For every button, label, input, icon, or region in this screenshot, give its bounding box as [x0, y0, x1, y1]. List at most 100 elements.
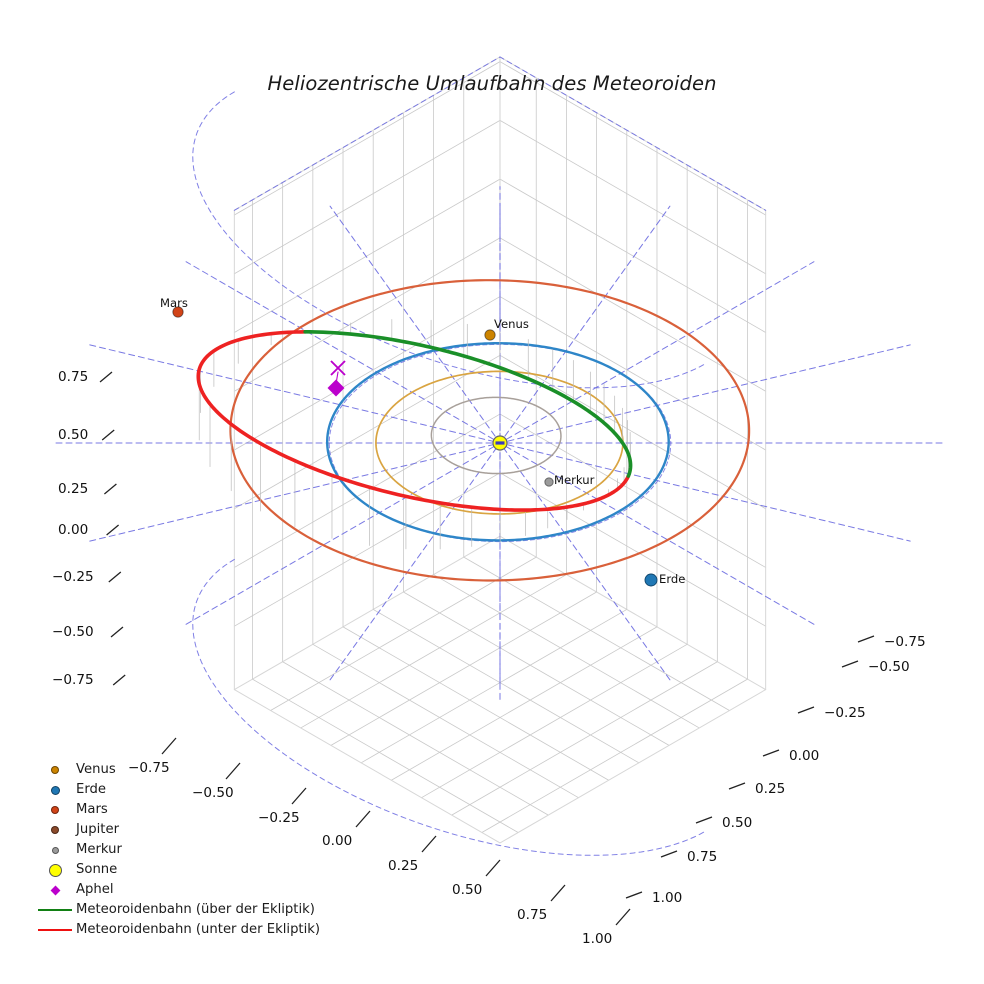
legend-item-label: Jupiter	[76, 822, 119, 838]
x-axis-tick-label: −0.75	[128, 760, 170, 776]
grid-line-right-pane	[233, 237, 501, 392]
grid-line-left-pane	[499, 61, 767, 216]
z-axis-tick	[695, 816, 713, 824]
legend-item-label: Aphel	[76, 882, 114, 898]
grid-line-left-pane	[499, 119, 767, 275]
x-axis-tick-label: −0.50	[192, 785, 234, 801]
y-axis-tick	[112, 674, 126, 686]
grid-line-left-pane	[499, 354, 767, 510]
x-axis-tick	[421, 835, 437, 853]
sonne-core-icon	[495, 441, 505, 445]
grid-line-floor	[403, 591, 670, 746]
grid-line-left-pane	[499, 178, 767, 333]
z-axis-tick-label: 1.00	[652, 890, 683, 906]
y-axis-tick	[108, 571, 122, 583]
legend-item: Venus	[34, 760, 364, 780]
z-axis-tick-label: 0.00	[789, 748, 820, 764]
legend-item: Mars	[34, 800, 364, 820]
y-axis-tick-label: −0.75	[52, 672, 94, 688]
grid-line-floor	[312, 643, 579, 799]
grid-line-right-pane	[233, 61, 501, 216]
x-axis-tick-label: 1.00	[582, 931, 613, 947]
erde-body-marker	[644, 573, 658, 587]
meteoroid-orbit-below	[596, 474, 631, 502]
legend-item: Meteoroidenbahn (über der Ekliptik)	[34, 900, 364, 920]
grid-line-floor	[481, 678, 748, 833]
z-axis-tick-label: −0.75	[884, 634, 926, 650]
mars-marker-icon	[34, 806, 76, 814]
x-axis-tick	[161, 737, 177, 755]
merkur-marker-icon	[34, 846, 76, 854]
grid-line-floor	[300, 574, 567, 729]
y-axis-tick-label: 0.25	[58, 481, 89, 497]
x-axis-tick	[615, 908, 631, 926]
body-label-merkur: Merkur	[554, 473, 595, 487]
z-axis-tick-label: 0.25	[755, 781, 786, 797]
meteoroid-orbit-below	[196, 330, 601, 512]
sonne-marker-icon	[34, 863, 76, 877]
grid-line-right-pane	[233, 472, 501, 627]
aphel-x-icon	[330, 360, 346, 376]
grid-line-floor	[270, 556, 537, 711]
meteoroid-orbit-above	[303, 330, 633, 478]
body-label-venus: Venus	[494, 317, 529, 331]
grid-line-right-pane	[233, 413, 501, 568]
grid-line-floor	[360, 609, 628, 764]
y-axis-tick-label: 0.75	[58, 369, 89, 385]
legend-item-label: Sonne	[76, 862, 118, 878]
y-axis-tick	[99, 371, 113, 383]
legend-item-label: Merkur	[76, 842, 122, 858]
orbit-venus	[375, 370, 624, 515]
aphel-diamond-marker	[327, 379, 345, 397]
z-axis-tick	[660, 850, 678, 858]
grid-line-left-pane	[499, 237, 767, 392]
z-axis-tick-label: 0.50	[722, 815, 753, 831]
jupiter-marker-icon	[34, 826, 76, 834]
mars-body-marker	[172, 306, 184, 318]
orbit-merkur	[430, 396, 562, 475]
grid-line-floor	[372, 609, 640, 764]
legend-item-label: Meteoroidenbahn (unter der Ekliptik)	[76, 922, 321, 938]
z-axis-tick-label: −0.50	[868, 659, 910, 675]
grid-line-right-pane	[233, 178, 501, 333]
body-label-erde: Erde	[659, 572, 686, 586]
x-axis-tick-label: 0.50	[452, 882, 483, 898]
z-axis-tick-label: 0.75	[687, 849, 718, 865]
merkur-body-marker	[544, 477, 554, 487]
aphel-marker-icon	[34, 885, 76, 895]
z-axis-tick	[857, 635, 875, 643]
page-title: Heliozentrische Umlaufbahn des Meteoroid…	[267, 72, 717, 95]
y-axis-tick	[106, 524, 120, 536]
legend-item-label: Erde	[76, 782, 107, 798]
grid-line-floor	[433, 574, 700, 729]
legend-item: Merkur	[34, 840, 364, 860]
legend-item: Jupiter	[34, 820, 364, 840]
ecliptic-top-arc	[192, 91, 706, 389]
grid-line-floor	[330, 591, 597, 746]
x-axis-tick	[355, 810, 371, 828]
x-axis-tick-label: 0.75	[517, 907, 548, 923]
x-axis-tick-label: 0.00	[322, 833, 353, 849]
grid-line-floor	[390, 626, 658, 781]
erde-marker-icon	[34, 785, 76, 795]
floor-pane-edge	[233, 535, 767, 844]
orbit-erde	[326, 342, 670, 542]
y-axis-tick	[110, 626, 124, 638]
legend-item: Meteoroidenbahn (unter der Ekliptik)	[34, 920, 364, 940]
legend-item-label: Mars	[76, 802, 108, 818]
legend-item: Aphel	[34, 880, 364, 900]
z-axis-tick	[762, 749, 780, 757]
grid-line-left-pane	[499, 472, 767, 627]
x-axis-tick-label: −0.25	[258, 810, 300, 826]
z-axis-tick	[625, 891, 643, 899]
legend: Venus Erde Mars Jupiter Merkur Sonne Aphel Mete…	[34, 760, 364, 940]
y-axis-tick	[103, 483, 117, 495]
grid-line-floor	[282, 661, 549, 816]
x-axis-tick	[550, 884, 566, 902]
orbit-mars	[229, 279, 751, 582]
y-axis-tick-label: 0.50	[58, 427, 89, 443]
ecliptic-bottom-arc	[192, 558, 706, 856]
grid-line-floor	[252, 678, 519, 833]
x-axis-tick	[225, 762, 241, 780]
